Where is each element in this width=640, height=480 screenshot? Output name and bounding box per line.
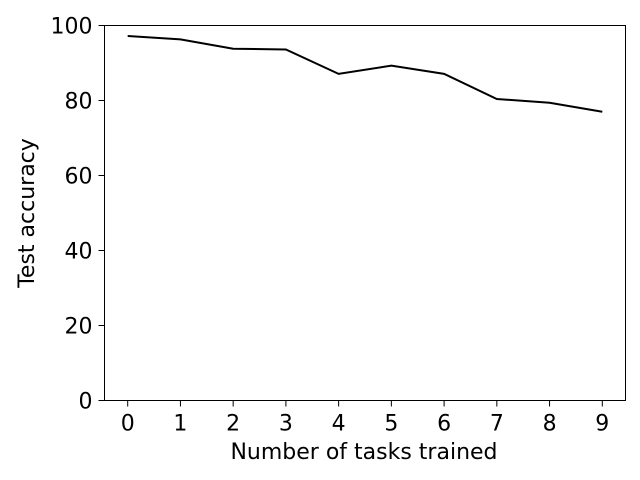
x-axis-label: Number of tasks trained [230,440,497,465]
y-tick-label: 0 [79,390,93,415]
y-tick-label: 100 [51,15,93,40]
y-tick-label: 20 [65,315,93,340]
y-tick-label: 60 [65,165,93,190]
y-axis-label: Test accuracy [15,138,40,289]
x-tick-label: 6 [437,412,451,437]
x-tick-label: 1 [173,412,187,437]
y-tick-label: 80 [65,90,93,115]
y-axis: 0 20 40 60 80 100 [51,15,105,415]
x-tick-label: 3 [279,412,293,437]
x-tick-label: 2 [226,412,240,437]
x-tick-label: 5 [384,412,398,437]
x-tick-label: 4 [332,412,346,437]
x-tick-label: 9 [595,412,609,437]
x-tick-label: 8 [543,412,557,437]
y-tick-label: 40 [65,240,93,265]
x-tick-label: 0 [121,412,135,437]
series-line [127,35,603,113]
x-tick-label: 7 [490,412,504,437]
plot-frame [104,25,626,401]
x-axis: 0 1 2 3 4 5 6 7 8 9 [121,400,609,437]
